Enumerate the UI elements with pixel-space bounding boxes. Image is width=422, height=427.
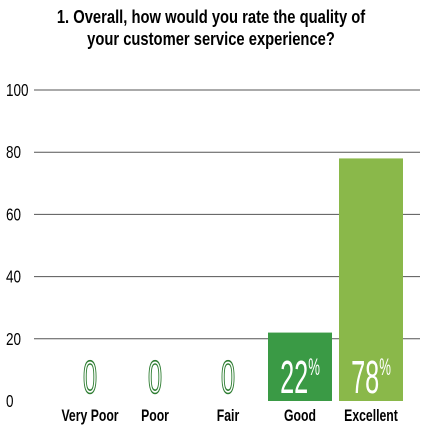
bar-excellent: [339, 158, 403, 401]
y-tick-label: 80: [6, 143, 21, 162]
chart-title: 1. Overall, how would you rate the quali…: [56, 7, 366, 49]
value-label: 0: [147, 350, 162, 403]
svg-text:78%: 78%: [351, 351, 391, 403]
x-tick-label: Good: [284, 407, 316, 425]
value-label: 0: [220, 350, 235, 403]
svg-text:0: 0: [83, 351, 97, 403]
x-tick-label: Very Poor: [61, 407, 118, 425]
value-labels: 0 0 0 22% 78%: [82, 350, 391, 403]
bar-good: [268, 332, 332, 401]
x-tick-label: Poor: [141, 407, 169, 425]
value-label: 22%: [280, 351, 320, 403]
y-tick-label: 40: [6, 268, 21, 287]
y-tick-label: 20: [6, 330, 21, 349]
svg-text:0: 0: [148, 351, 162, 403]
y-axis-ticks: 0 20 40 60 80 100: [6, 81, 29, 411]
y-tick-label: 0: [6, 392, 14, 411]
svg-text:0: 0: [221, 351, 235, 403]
y-tick-label: 60: [6, 206, 21, 225]
y-tick-label: 100: [6, 81, 29, 100]
x-tick-label: Excellent: [344, 407, 398, 425]
x-axis-labels: Very Poor Poor Fair Good Excellent: [61, 407, 397, 425]
bars: [268, 158, 403, 401]
svg-text:22%: 22%: [280, 351, 320, 403]
value-label: 78%: [351, 351, 391, 403]
value-label: 0: [82, 350, 97, 403]
x-tick-label: Fair: [217, 407, 240, 425]
